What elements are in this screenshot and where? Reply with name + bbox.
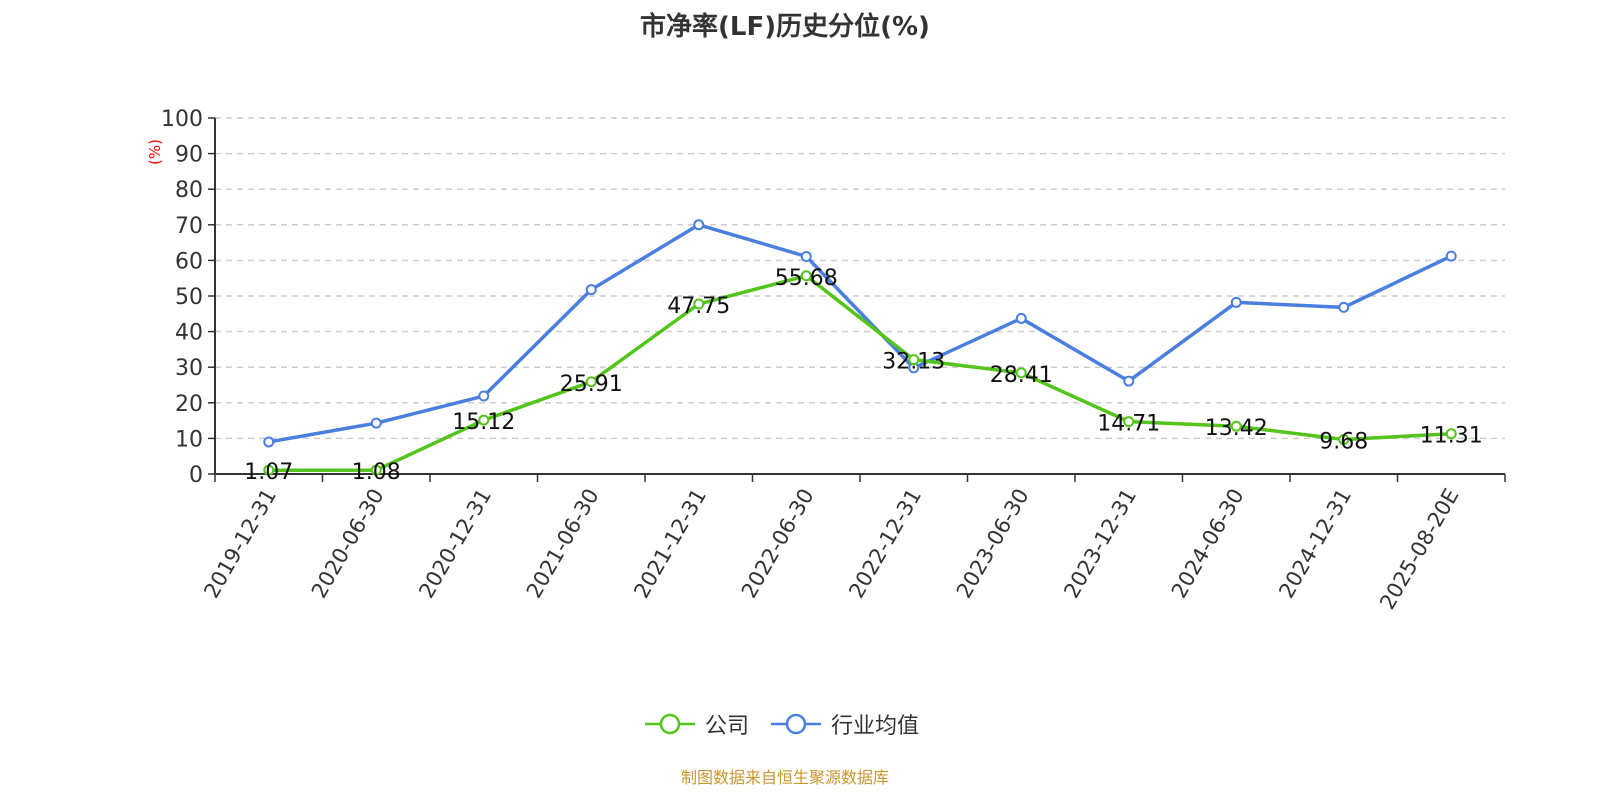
data-point [1338,434,1350,446]
line-chart: 0 10 20 30 40 50 60 70 80 90 100 (%) 2019-12-31 2020-… [146,107,1506,614]
data-point [1230,420,1242,432]
x-tick-label: 2019-12-31 [199,485,281,603]
data-point [1445,428,1457,440]
data-label: 15.12 [452,410,515,435]
x-tick-label: 2020-06-30 [307,485,389,603]
data-point [800,250,812,262]
data-point [478,390,490,402]
data-point [1015,367,1027,379]
data-label: 32.13 [882,350,945,375]
data-label: 25.91 [560,372,623,397]
data-point [478,414,490,426]
x-tick-label: 2022-12-31 [844,485,926,603]
y-tick-label: 40 [175,321,203,346]
data-point [908,354,920,366]
series-line-industry-average [268,223,1453,444]
x-tick-label: 2022-06-30 [737,485,819,603]
legend: 公司 行业均值 [645,708,941,740]
y-tick-label: 90 [175,143,203,168]
data-point [585,376,597,388]
data-point [370,417,382,429]
y-axis-label: (%) [146,139,164,165]
data-point [1123,416,1135,428]
x-tick-label: 2025-08-20E [1375,485,1463,614]
data-point [585,284,597,296]
y-tick-label: 10 [175,427,203,452]
x-tick-label: 2024-06-30 [1167,485,1249,603]
series-line-company [268,274,1452,472]
legend-line-marker-icon [645,713,695,735]
data-point [693,219,705,231]
data-point [263,464,275,476]
y-tick-label: 60 [175,249,203,274]
x-tick-label: 2023-06-30 [952,485,1034,603]
data-label: 11.31 [1420,424,1483,449]
x-tick-label: 2021-12-31 [629,485,711,603]
data-label: 28.41 [990,363,1053,388]
legend-label: 公司 [705,714,750,739]
y-tick-label: 0 [189,463,203,488]
legend-line-marker-icon [771,713,822,735]
data-label: 55.68 [775,266,838,291]
data-point [263,436,275,448]
source-note: 制图数据来自恒生聚源数据库 [680,768,889,787]
data-label: 13.42 [1205,416,1268,441]
legend-item-company[interactable]: 公司 [645,708,749,740]
y-tick-label: 80 [175,178,203,203]
data-label: 1.07 [244,460,293,485]
data-point [1445,250,1457,262]
data-point [693,298,705,310]
x-tick-label: 2023-12-31 [1059,485,1141,603]
data-label: 1.08 [352,460,401,485]
data-label: 14.71 [1097,412,1160,437]
data-label: 47.75 [667,294,730,319]
data-point [1123,375,1135,387]
y-tick-label: 20 [175,392,203,417]
data-label: 9.68 [1319,430,1368,455]
legend-item-industry-average[interactable]: 行业均值 [771,708,919,740]
data-point [1015,312,1027,324]
data-point [370,464,382,476]
y-tick-label: 70 [175,214,203,239]
data-point [1338,301,1350,313]
x-tick-label: 2020-12-31 [414,485,496,603]
legend-label: 行业均值 [831,714,920,739]
y-tick-label: 100 [161,107,203,132]
x-tick-label: 2021-06-30 [522,485,604,603]
x-tick-label: 2024-12-31 [1274,485,1356,603]
y-tick-label: 30 [175,356,203,381]
data-point [800,270,812,282]
y-tick-label: 50 [175,285,203,310]
data-point [1230,296,1242,308]
chart-title: 市净率(LF)历史分位(%) [640,12,930,42]
